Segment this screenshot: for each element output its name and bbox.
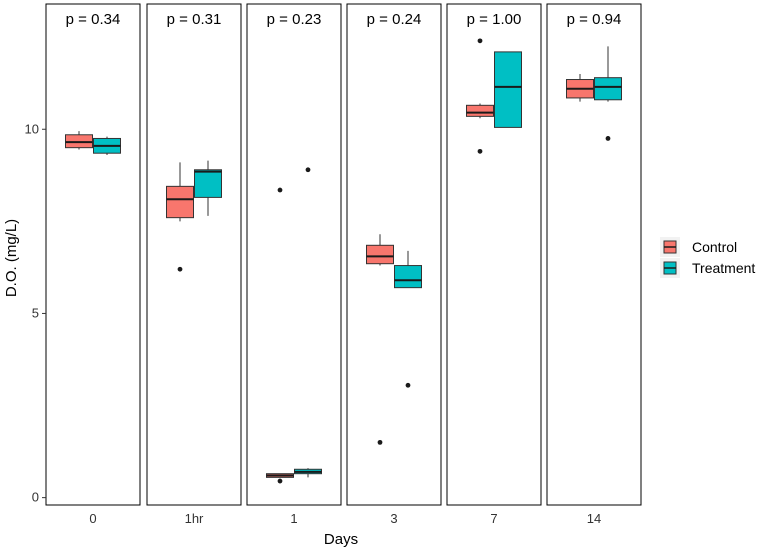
- p-value-label: p = 0.34: [66, 11, 121, 28]
- p-value-label: p = 0.24: [367, 11, 422, 28]
- x-tick-label: 14: [587, 511, 601, 526]
- legend-label: Treatment: [692, 260, 755, 276]
- x-tick-label: 1hr: [185, 511, 204, 526]
- outlier-point: [605, 136, 611, 141]
- facet-panel-0: p = 0.34 0: [45, 3, 141, 526]
- treatment-box: [93, 136, 121, 156]
- outlier-point: [477, 148, 483, 154]
- outlier-point: [277, 478, 283, 484]
- p-value-label: p = 0.23: [267, 11, 322, 28]
- p-value-label: p = 0.31: [167, 11, 222, 28]
- x-tick-label: 0: [89, 511, 96, 526]
- treatment-box: [594, 46, 622, 141]
- x-tick-label: 3: [390, 511, 397, 526]
- iqr-box: [466, 104, 494, 117]
- panel-border: [146, 3, 242, 506]
- legend-entry-control: Control: [660, 237, 737, 257]
- y-axis-title: D.O. (mg/L): [3, 219, 20, 297]
- panel-border: [45, 3, 141, 506]
- treatment-box: [394, 250, 422, 388]
- iqr-box: [194, 169, 222, 198]
- control-box: [266, 187, 294, 484]
- outlier-point: [377, 439, 383, 445]
- x-tick-label: 1: [290, 511, 297, 526]
- legend-label: Control: [692, 239, 737, 255]
- facet-panel-1: p = 0.23 1: [246, 3, 342, 526]
- control-box: [166, 162, 194, 272]
- treatment-box: [494, 51, 522, 128]
- control-box: [466, 38, 494, 154]
- facet-panel-3: p = 0.24 3: [346, 3, 442, 526]
- x-axis-title: Days: [324, 531, 358, 548]
- y-tick-label: 5: [32, 305, 39, 320]
- y-axis: 0 5 10: [25, 121, 46, 505]
- iqr-box: [366, 244, 394, 265]
- control-box: [366, 234, 394, 445]
- p-value-label: p = 1.00: [467, 11, 522, 28]
- outlier-point: [305, 167, 311, 173]
- treatment-box: [294, 167, 322, 478]
- y-tick-label: 10: [25, 121, 39, 136]
- iqr-box: [494, 51, 522, 128]
- control-box: [566, 73, 594, 102]
- iqr-box: [394, 265, 422, 289]
- outlier-point: [405, 382, 411, 388]
- facet-panel-14: p = 0.94 14: [546, 3, 642, 526]
- outlier-point: [277, 187, 283, 193]
- y-tick-label: 0: [32, 490, 39, 505]
- panel-border: [246, 3, 342, 506]
- iqr-box: [166, 185, 194, 219]
- legend: Control Treatment: [660, 237, 755, 278]
- iqr-box: [594, 77, 622, 101]
- outlier-point: [477, 38, 483, 44]
- facet-panel-7: p = 1.00 7: [446, 3, 542, 526]
- p-value-label: p = 0.94: [567, 11, 622, 28]
- facet-panel-1hr: p = 0.31 1hr: [146, 3, 242, 526]
- control-box: [65, 131, 93, 150]
- legend-entry-treatment: Treatment: [660, 258, 755, 278]
- x-tick-label: 7: [490, 511, 497, 526]
- treatment-box: [194, 160, 222, 216]
- outlier-point: [177, 266, 183, 272]
